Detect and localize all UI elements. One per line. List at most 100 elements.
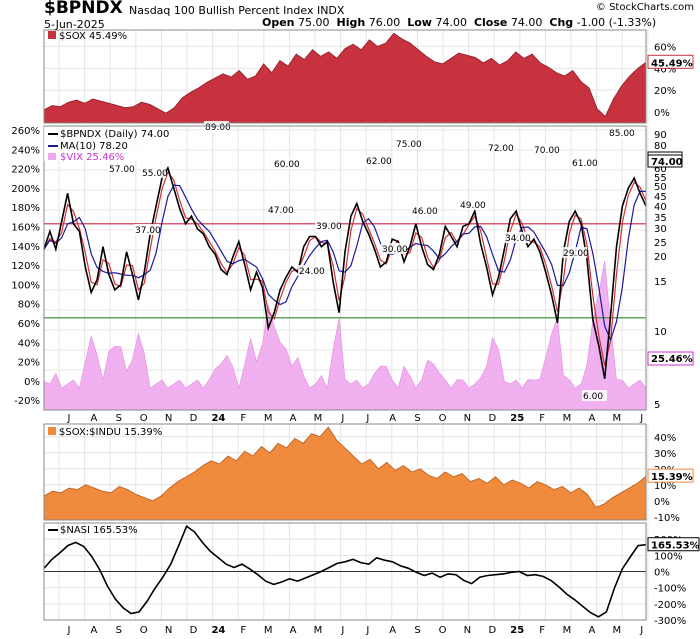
bpndx-left-tick: 240% [11, 145, 40, 156]
top-x-label: M [612, 413, 621, 424]
sox-y-tick: 60% [654, 42, 676, 53]
bpndx-annotation: 85.00 [609, 129, 635, 139]
nasi-y-tick: -300% [654, 616, 686, 627]
bpndx-last-tag [647, 154, 683, 168]
annotation-bg [582, 390, 607, 401]
chg-label: Chg [549, 16, 574, 29]
vix-area [43, 261, 647, 411]
high-value: 76.00 [368, 16, 401, 29]
annotation-bg [315, 220, 340, 231]
low-label: Low [407, 16, 432, 29]
bottom-x-label: M [612, 625, 621, 636]
nasi-legend-label: $NASI 165.53% [60, 525, 138, 536]
bpndx-annotation: 72.00 [488, 144, 514, 154]
annotation-bg [411, 205, 436, 216]
top-x-label: F [240, 413, 246, 424]
bottom-x-label: A [389, 625, 396, 636]
high-label: High [336, 16, 366, 29]
panel-ratio-frame [43, 423, 647, 521]
annotation-bg [533, 144, 558, 155]
bpndx-left-tick: 200% [11, 184, 40, 195]
low-value: 74.00 [435, 16, 467, 29]
bpndx-annotation: 46.00 [412, 207, 438, 217]
description-text: Nasdaq 100 Bullish Percent Index [129, 4, 314, 17]
bpndx-right-tick: 25 [654, 238, 667, 249]
vix-legend-swatch [48, 153, 56, 160]
top-x-label: 24 [211, 413, 225, 424]
bottom-x-label: D [488, 625, 496, 636]
annotation-bg [487, 142, 512, 153]
top-x-label: A [290, 413, 297, 424]
annotation-bg [108, 163, 133, 174]
bpndx-left-tick: 260% [11, 126, 40, 137]
vix-last-tag [647, 351, 694, 366]
top-x-label: A [588, 413, 595, 424]
sox-y-tick: 0% [654, 108, 670, 119]
sox-y-tick: 40% [654, 64, 676, 75]
ratio-line [43, 170, 647, 366]
top-x-label: A [389, 413, 396, 424]
bottom-x-label: O [439, 625, 447, 636]
annotation-bg [395, 138, 420, 149]
bpndx-left-tick: -20% [14, 396, 40, 407]
bottom-x-label: J [67, 625, 71, 636]
annotation-bg [134, 224, 159, 235]
bpndx-annotation: 75.00 [396, 140, 422, 150]
panel-bpndx-frame [43, 125, 647, 411]
bpndx-left-tick: 140% [11, 242, 40, 253]
bpndx-right-tick: 35 [654, 213, 667, 224]
bottom-x-label: S [414, 625, 420, 636]
annotation-bg [267, 204, 292, 215]
bpndx-left-tick: 0% [24, 377, 40, 388]
bpndx-annotation: 29.00 [563, 249, 589, 259]
bottom-x-label: J [365, 625, 369, 636]
bpndx-annotation: 89.00 [205, 123, 231, 133]
bpndx-left-tick: 60% [18, 319, 40, 330]
annotation-bg [381, 243, 406, 254]
sox-last-value: 45.49% [651, 58, 693, 69]
bpndx-annotation: 39.00 [316, 222, 342, 232]
bpndx-right-tick: 50 [654, 182, 667, 193]
bpndx-left-tick: 40% [18, 338, 40, 349]
ratio-last-value: 15.39% [651, 472, 693, 483]
bpndx-annotation: 62.00 [366, 157, 392, 167]
top-x-label: S [414, 413, 420, 424]
top-x-label: M [563, 413, 572, 424]
bottom-x-label: J [639, 625, 643, 636]
ratio-y-tick: 40% [654, 433, 676, 444]
annotation-bg [298, 265, 323, 276]
ratio-y-tick: 10% [654, 481, 676, 492]
bottom-x-label: F [240, 625, 246, 636]
bottom-x-label: D [190, 625, 198, 636]
bpndx-left-tick: 20% [18, 358, 40, 369]
bpndx-annotation: 61.00 [572, 159, 598, 169]
annotation-bg [141, 167, 166, 178]
bpndx-annotation: 47.00 [268, 206, 294, 216]
top-x-label: N [464, 413, 471, 424]
open-label: Open [262, 16, 295, 29]
annotation-bg [504, 232, 529, 243]
chart-date: 5-Jun-2025 [44, 18, 105, 31]
bottom-x-label: M [563, 625, 572, 636]
sox-legend-swatch [48, 31, 56, 39]
sox-y-tick: 20% [654, 86, 676, 97]
brand-watermark: © StockCharts.com [595, 2, 694, 13]
top-x-label: J [67, 413, 71, 424]
vix-legend-label: $VIX 25.46% [60, 152, 124, 163]
annotation-bg [608, 127, 633, 138]
bpndx-left-tick: 220% [11, 165, 40, 176]
annotation-bg [459, 199, 484, 210]
sox-last-value-tag [647, 54, 694, 69]
bpndx-right-tick: 5 [654, 400, 660, 411]
annotation-bg [273, 158, 298, 169]
top-x-label: D [190, 413, 198, 424]
bpndx-right-tick: 80 [654, 141, 667, 152]
close-value: 74.00 [510, 16, 543, 29]
nasi-last-value: 165.53% [651, 541, 700, 552]
ratio-y-tick: 0% [654, 497, 670, 508]
top-x-label: F [539, 413, 545, 424]
bpndx-left-tick: 120% [11, 261, 40, 272]
ma10-legend-label: MA(10) 78.20 [60, 141, 128, 152]
bottom-x-label: 24 [211, 625, 225, 636]
